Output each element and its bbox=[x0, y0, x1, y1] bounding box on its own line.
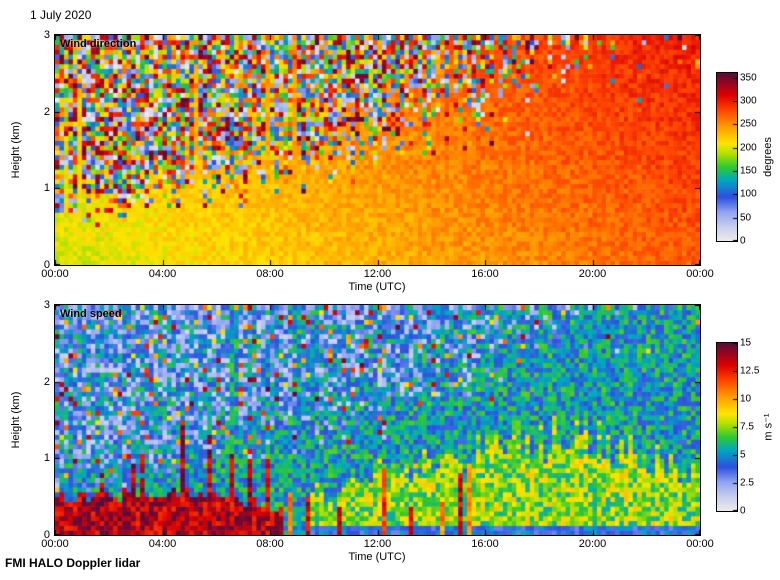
wind-direction-title: Wind direction bbox=[60, 38, 137, 50]
colorbar-tick-label: 300 bbox=[740, 95, 757, 107]
wind-direction-plot-frame: Wind direction bbox=[54, 34, 701, 266]
y-tick-label: 0 bbox=[43, 529, 50, 541]
wind-speed-xlabel: Time (UTC) bbox=[348, 551, 406, 563]
footer-instrument-label: FMI HALO Doppler lidar bbox=[5, 556, 141, 570]
wind-speed-ylabel: Height (km) bbox=[10, 391, 22, 449]
wind-speed-plot-frame: Wind speed bbox=[54, 304, 701, 536]
x-tick-label: 04:00 bbox=[148, 538, 177, 550]
x-tick-label: 00:00 bbox=[41, 268, 69, 280]
wind-direction-ylabel: Height (km) bbox=[10, 121, 22, 179]
colorbar-tick-label: 2.5 bbox=[740, 477, 754, 489]
y-tick-label: 1 bbox=[43, 182, 50, 195]
wind-direction-colorbar-frame bbox=[716, 72, 738, 242]
colorbar-tick-label: 15 bbox=[740, 337, 752, 349]
heatmap-canvas-wind-speed bbox=[55, 305, 700, 535]
wind-speed-title: Wind speed bbox=[60, 308, 122, 320]
y-tick-label: 0 bbox=[43, 259, 50, 271]
date-label: 1 July 2020 bbox=[30, 8, 92, 22]
y-tick-label: 2 bbox=[43, 375, 50, 388]
wind-direction-colorbar-label: degrees bbox=[762, 137, 774, 177]
wind-direction-xlabel: Time (UTC) bbox=[348, 281, 406, 293]
x-tick-label: 20:00 bbox=[578, 268, 607, 280]
y-tick-label: 3 bbox=[43, 299, 50, 311]
colorbar-tick-label: 350 bbox=[740, 72, 757, 84]
colorbar-tick-label: 100 bbox=[740, 188, 757, 200]
heatmap-canvas-wind-direction bbox=[55, 35, 700, 265]
colorbar-tick-label: 50 bbox=[740, 212, 752, 224]
x-tick-label: 08:00 bbox=[256, 268, 284, 280]
colorbar-tick-label: 200 bbox=[740, 142, 757, 154]
x-tick-label: 00:00 bbox=[41, 538, 69, 550]
x-tick-label: 16:00 bbox=[471, 538, 499, 550]
x-tick-label: 12:00 bbox=[363, 538, 392, 550]
y-tick-label: 2 bbox=[43, 105, 50, 118]
y-tick-label: 1 bbox=[43, 452, 50, 465]
colorbar-tick-label: 10 bbox=[740, 393, 752, 405]
colorbar-tick-label: 0 bbox=[740, 235, 746, 247]
colorbar-tick-label: 12.5 bbox=[740, 365, 760, 377]
wind-speed-colorbar-frame bbox=[716, 342, 738, 512]
y-tick-label: 3 bbox=[43, 29, 50, 41]
wind-speed-colorbar-label: m s⁻¹ bbox=[762, 413, 775, 441]
colorbar-tick-label: 7.5 bbox=[740, 421, 754, 433]
colorbar-tick-label: 5 bbox=[740, 449, 746, 461]
colorbar-tick-label: 250 bbox=[740, 118, 757, 130]
x-tick-label: 16:00 bbox=[471, 268, 499, 280]
x-tick-label: 08:00 bbox=[256, 538, 284, 550]
x-tick-label: 12:00 bbox=[363, 268, 392, 280]
x-tick-label: 04:00 bbox=[148, 268, 177, 280]
x-tick-label: 00:00 bbox=[686, 538, 714, 550]
colorbar-canvas-wind-speed bbox=[717, 343, 737, 511]
colorbar-tick-label: 0 bbox=[740, 505, 746, 517]
colorbar-tick-label: 150 bbox=[740, 165, 757, 177]
x-tick-label: 20:00 bbox=[578, 538, 607, 550]
x-tick-label: 00:00 bbox=[686, 268, 714, 280]
colorbar-canvas-wind-direction bbox=[717, 73, 737, 241]
